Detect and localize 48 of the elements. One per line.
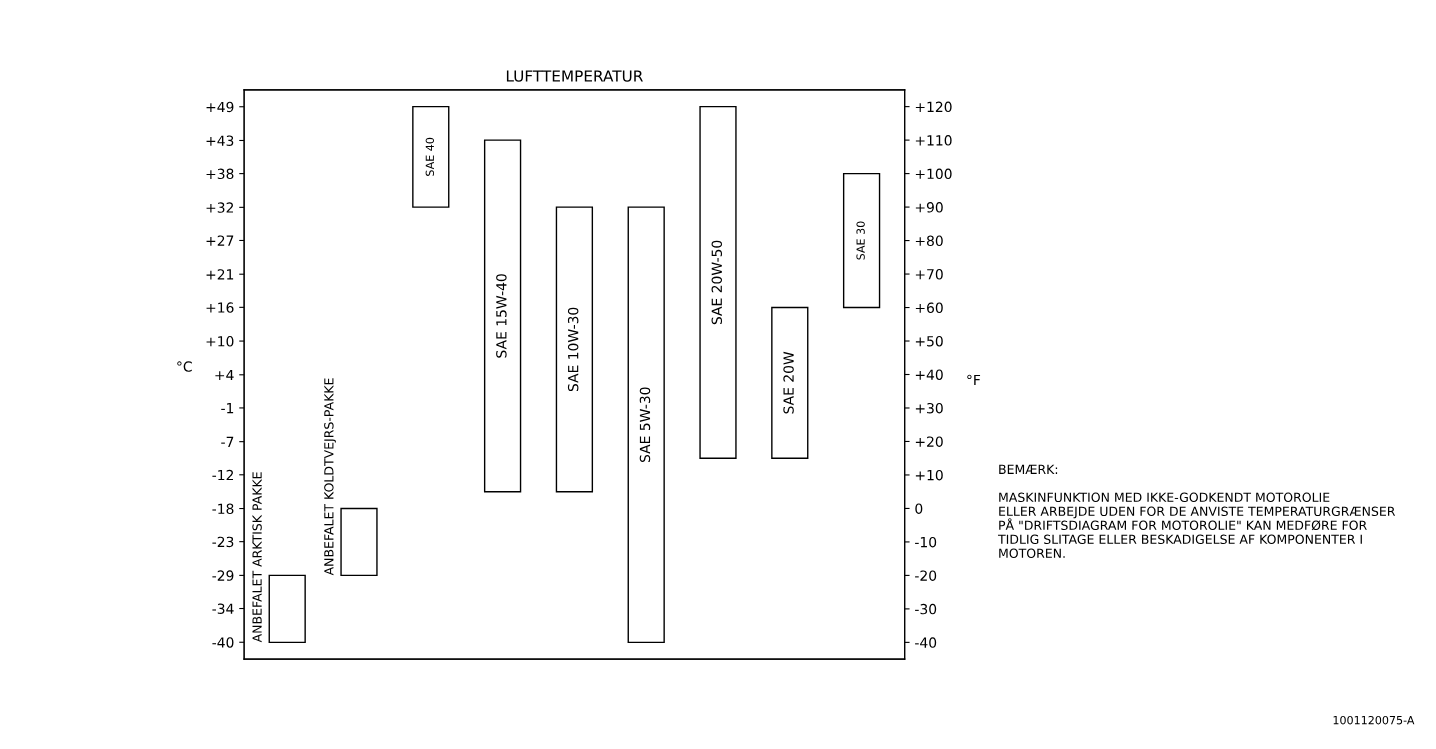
- x-tick-label: ANBEFALET KOLDTVEJRS-PAKKE: [324, 378, 336, 576]
- y-tick-label: +30: [915, 402, 943, 414]
- x-tick-label: SAE 5W-30: [639, 387, 651, 463]
- y-tick-label: +20: [915, 436, 943, 447]
- y2-tick-label: +21: [206, 269, 234, 280]
- x-tick-label: SAE 15W-40: [496, 274, 507, 358]
- y2-tick-label: +10: [206, 336, 234, 347]
- y2-tick-label: +49: [206, 101, 234, 113]
- x-tick-label: SAE 40: [425, 137, 435, 176]
- x-tick-label: SAE 10W-30: [567, 307, 579, 392]
- y2-tick-label: +16: [206, 302, 234, 313]
- y-tick-label: -30: [915, 603, 937, 615]
- y-tick-label: +10: [915, 469, 943, 481]
- x-tick-label: SAE 20W: [783, 351, 794, 414]
- x-tick-label: SAE 30: [856, 221, 865, 260]
- y2-tick-label: -34: [212, 603, 234, 614]
- text: 1001120075-A: [1333, 715, 1415, 725]
- y-tick-label: -40: [915, 637, 937, 648]
- x-tick-label: SAE 20W-50: [711, 240, 723, 325]
- y-tick-label: +110: [915, 135, 952, 146]
- y-tick-label: +80: [915, 235, 943, 247]
- y-tick-label: -20: [915, 570, 937, 581]
- text: BEMÆRK: MASKINFUNKTION MED IKKE-GODKENDT MOTOROLIE ELLER ARBEJDE UDEN FOR DE ANVISTE TEMPERATURGRÆNSER PÅ "DRIFTSDIAGRAM FOR MOTOROLIE" KAN MEDFØRE FOR TIDLIG SLITAGE ELLER BESKADIGELSE AF KOMPONENTER I MOTOREN.: [997, 464, 1396, 559]
- y2-tick-label: -1: [221, 403, 234, 414]
- y2-tick-label: +43: [206, 135, 234, 146]
- y2-tick-label: -40: [212, 637, 234, 648]
- y2-tick-label: +38: [206, 168, 234, 180]
- y-tick-label: +70: [915, 269, 943, 280]
- y-tick-label: -10: [915, 536, 937, 548]
- y-tick-label: +90: [915, 202, 943, 213]
- y-tick-label: 0: [915, 503, 923, 514]
- y-tick-label: +120: [915, 101, 952, 113]
- y2-tick-label: -23: [212, 536, 234, 548]
- y-tick-label: +40: [915, 369, 943, 380]
- y2-tick-label: -7: [221, 436, 234, 447]
- y2-tick-label: -18: [212, 503, 234, 514]
- y2-axis-title: °C: [177, 361, 192, 372]
- y2-tick-label: +4: [215, 369, 234, 381]
- y-tick-label: +100: [915, 168, 952, 180]
- chart-title: LUFTTEMPERATUR: [506, 70, 643, 82]
- y2-tick-label: +27: [206, 235, 234, 246]
- y2-tick-label: +32: [206, 202, 234, 213]
- y-tick-label: +60: [915, 302, 943, 313]
- y-axis-title: °F: [967, 374, 981, 386]
- x-tick-label: ANBEFALET ARKTISK PAKKE: [252, 472, 262, 643]
- y2-tick-label: -29: [212, 570, 234, 581]
- y2-tick-label: -12: [212, 469, 234, 481]
- y-tick-label: +50: [915, 335, 943, 347]
